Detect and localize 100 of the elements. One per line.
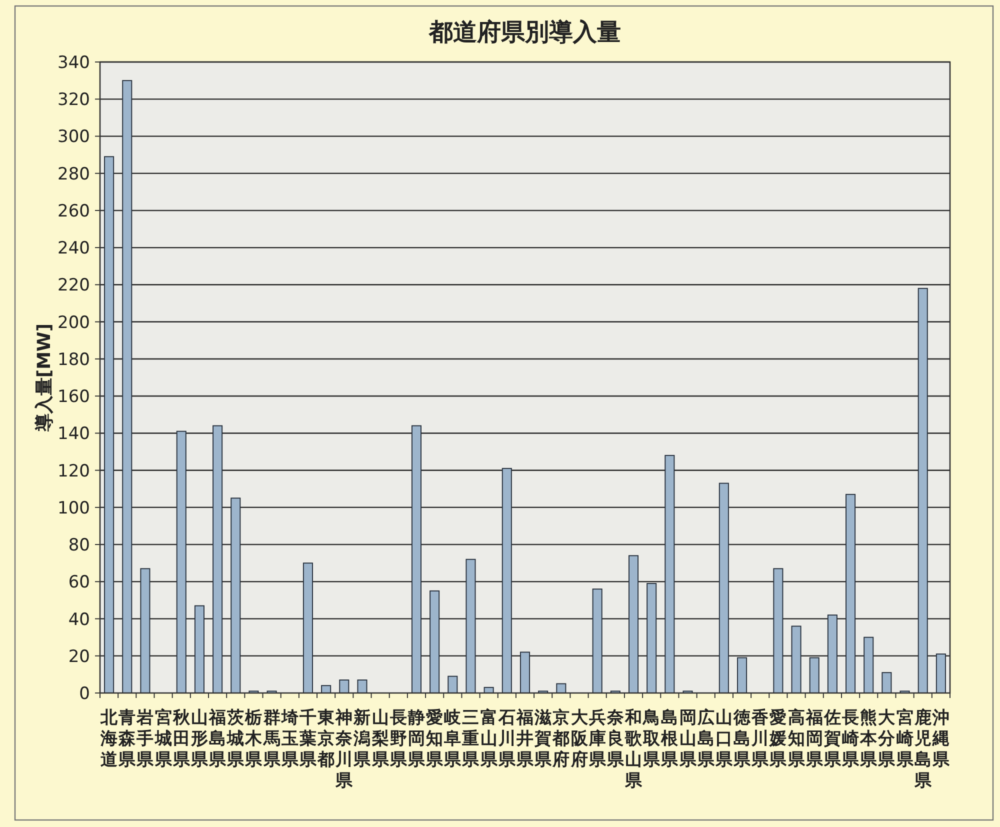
bar — [466, 558, 476, 694]
x-tick-label: 長崎県 — [841, 708, 860, 770]
y-tick-label: 300 — [58, 127, 90, 148]
bar — [122, 80, 132, 694]
x-tick-label: 香川県 — [750, 708, 770, 770]
bar — [104, 156, 114, 694]
bar — [230, 498, 241, 694]
x-tick-label: 大阪府 — [570, 708, 589, 770]
bar — [864, 636, 874, 694]
x-tick-label: 青森県 — [118, 708, 137, 770]
x-tick-label: 群馬県 — [262, 708, 282, 770]
x-tick-label: 福井県 — [516, 708, 534, 770]
bar — [212, 425, 223, 694]
chart-title: 都道府県別導入量 — [428, 18, 621, 46]
x-tick-label: 宮城県 — [154, 708, 173, 770]
x-tick-label: 京都府 — [552, 708, 570, 770]
x-tick-label: 静岡県 — [406, 708, 426, 770]
y-tick-label: 240 — [58, 238, 90, 259]
x-tick-label: 神奈川県 — [334, 708, 354, 791]
y-tick-label: 180 — [58, 350, 90, 370]
x-tick-label: 岐阜県 — [443, 708, 462, 770]
x-tick-label: 岩手県 — [136, 708, 155, 770]
y-tick-label: 320 — [58, 90, 90, 110]
bar — [882, 672, 892, 694]
x-tick-label: 東京都 — [316, 708, 336, 770]
bar — [918, 288, 928, 694]
x-tick-label: 島根県 — [660, 708, 680, 770]
x-tick-label: 栃木県 — [244, 708, 264, 770]
x-tick-label: 北海道 — [100, 708, 119, 770]
y-tick-label: 60 — [68, 572, 90, 593]
bar — [430, 590, 440, 694]
y-tick-label: 80 — [68, 536, 90, 556]
bar — [809, 657, 820, 694]
x-tick-label: 富山県 — [479, 708, 498, 770]
y-tick-label: 140 — [58, 424, 90, 444]
x-tick-label: 兵庫県 — [588, 708, 607, 770]
x-tick-label: 鳥取県 — [642, 708, 662, 770]
x-tick-label: 宮崎県 — [895, 708, 914, 770]
bar — [628, 555, 639, 694]
bar — [194, 605, 204, 694]
x-tick-label: 新潟県 — [352, 708, 372, 770]
x-tick-label: 秋田県 — [172, 708, 191, 770]
x-tick-label: 大分県 — [877, 708, 896, 770]
y-tick-label: 0 — [79, 684, 90, 704]
x-tick-label: 和歌山県 — [624, 708, 644, 791]
x-tick-label: 山口県 — [714, 708, 734, 770]
bar — [846, 494, 856, 694]
x-tick-label: 三重県 — [461, 708, 480, 770]
x-tick-label: 福岡県 — [804, 708, 824, 770]
bar — [520, 652, 530, 694]
bar — [556, 683, 566, 694]
x-tick-label: 奈良県 — [606, 708, 625, 770]
y-tick-label: 40 — [68, 610, 90, 630]
x-tick-label: 愛媛県 — [768, 708, 788, 770]
x-tick-label: 山形県 — [190, 708, 209, 770]
x-tick-label: 千葉県 — [298, 708, 318, 770]
bar — [773, 568, 784, 694]
bar — [718, 482, 729, 694]
x-tick-label: 徳島県 — [732, 708, 752, 770]
x-tick-label: 鹿児島県 — [913, 708, 932, 791]
x-tick-label: 山梨県 — [370, 708, 390, 770]
x-tick-label: 高知県 — [786, 708, 806, 770]
bar — [448, 676, 458, 694]
x-tick-label: 埼玉県 — [280, 708, 300, 770]
x-tick-label: 福島県 — [208, 708, 228, 770]
y-tick-label: 340 — [58, 53, 90, 73]
y-tick-label: 220 — [58, 276, 90, 296]
bar — [321, 685, 332, 694]
y-tick-label: 120 — [58, 461, 90, 482]
bar — [339, 680, 350, 694]
x-tick-label: 広島県 — [696, 708, 716, 770]
y-tick-label: 280 — [58, 164, 90, 184]
y-tick-label: 200 — [58, 312, 90, 333]
x-tick-label: 滋賀県 — [534, 708, 553, 770]
bar — [936, 654, 946, 694]
y-tick-label: 100 — [58, 498, 90, 518]
bar — [302, 562, 313, 694]
x-tick-label: 愛知県 — [425, 708, 444, 770]
y-tick-label: 260 — [58, 201, 90, 222]
x-tick-label: 沖縄県 — [931, 708, 950, 770]
y-axis-title: 導入量[MW] — [34, 323, 55, 433]
x-tick-label: 長野県 — [388, 708, 408, 770]
bar — [176, 430, 186, 694]
bar — [592, 588, 602, 694]
bar — [140, 568, 150, 694]
x-tick-label: 熊本県 — [859, 708, 878, 770]
y-tick-label: 20 — [68, 646, 90, 667]
x-tick-label: 岡山県 — [678, 708, 698, 770]
x-tick-label: 茨城県 — [226, 708, 246, 770]
y-tick-label: 160 — [58, 387, 90, 408]
bar — [502, 468, 512, 694]
bar — [411, 425, 422, 694]
bar — [737, 657, 748, 694]
bar — [664, 454, 675, 694]
x-tick-label: 佐賀県 — [822, 708, 842, 770]
bar — [827, 614, 838, 694]
bar — [791, 626, 802, 694]
x-tick-label: 石川県 — [497, 708, 516, 770]
bar — [357, 680, 368, 694]
bar — [646, 583, 657, 694]
